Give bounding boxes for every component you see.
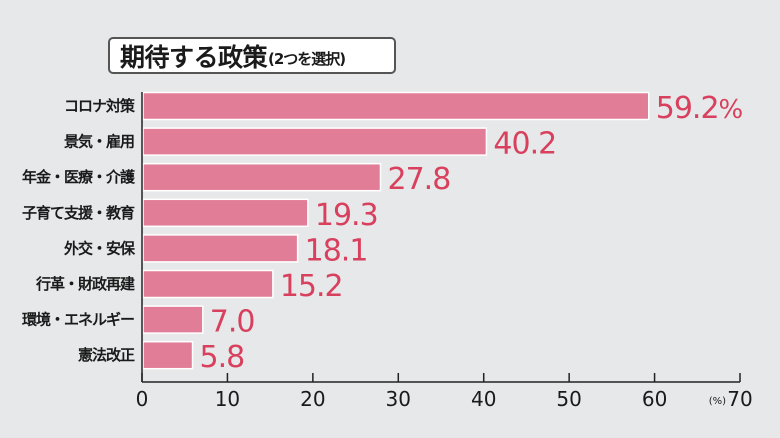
x-tick-label: 50 [556, 387, 581, 411]
data-label: 5.8 [200, 340, 245, 375]
bar [142, 305, 204, 334]
x-axis-unit: (%) [709, 396, 726, 407]
data-label: 59.2% [656, 91, 743, 126]
x-tick-label: 60 [642, 387, 667, 411]
x-tick-label: 20 [300, 387, 325, 411]
category-label: 環境・エネルギー [22, 311, 134, 329]
chart-subtitle: (2つを選択) [268, 49, 346, 68]
bar [142, 91, 650, 121]
bar [142, 162, 382, 192]
category-label: 外交・安保 [63, 239, 136, 257]
category-label: 年金・医療・介護 [22, 168, 136, 186]
x-tick-label: 40 [471, 387, 496, 411]
data-label: 40.2 [493, 127, 556, 162]
bar [142, 340, 194, 370]
category-label: 行革・財政再建 [35, 275, 136, 293]
data-label: 15.2 [280, 269, 343, 304]
category-label: コロナ対策 [64, 97, 136, 115]
category-label: 景気・雇用 [64, 133, 134, 151]
data-label: 18.1 [305, 233, 368, 268]
data-label: 7.0 [210, 305, 255, 340]
x-tick-label: 10 [215, 387, 240, 411]
x-tick-label: 0 [136, 387, 149, 411]
category-label: 憲法改正 [77, 346, 135, 364]
bar [142, 198, 309, 228]
chart-title: 期待する政策 [120, 42, 268, 72]
data-label: 27.8 [387, 162, 450, 197]
bar [142, 269, 274, 299]
bar [142, 127, 488, 156]
bar [142, 234, 299, 263]
data-label: 19.3 [315, 198, 378, 233]
chart-title-box: 期待する政策 (2つを選択) [108, 37, 396, 74]
x-tick-label: 30 [386, 387, 411, 411]
x-tick-label: 70 [727, 387, 752, 411]
category-label: 子育て支援・教育 [22, 204, 135, 222]
